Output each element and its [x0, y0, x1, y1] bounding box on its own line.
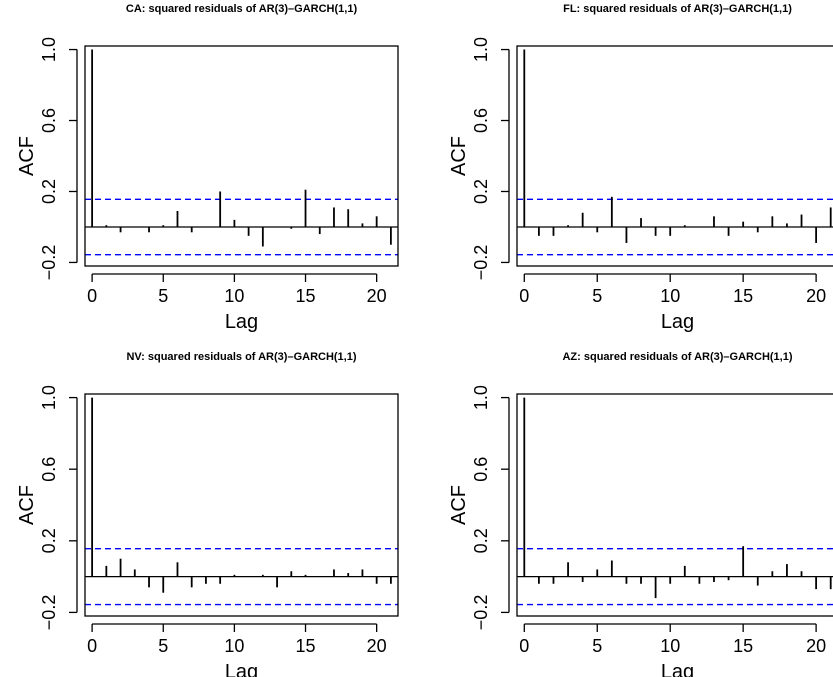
panel-title: CA: squared residuals of AR(3)–GARCH(1,1… [126, 3, 358, 15]
y-tick-label: 1.0 [39, 37, 59, 62]
x-tick-label: 0 [519, 286, 529, 306]
x-axis-label: Lag [225, 661, 258, 677]
plot-frame [84, 45, 399, 267]
x-tick-label: 5 [158, 636, 168, 656]
x-tick-label: 15 [733, 286, 753, 306]
x-tick-label: 20 [367, 286, 387, 306]
x-tick-label: 20 [806, 636, 826, 656]
x-axis-label: Lag [225, 311, 258, 333]
y-tick-label: 0.6 [471, 457, 491, 482]
x-tick-label: 0 [87, 636, 97, 656]
y-tick-label: 0.2 [39, 179, 59, 204]
x-tick-label: 20 [806, 286, 826, 306]
x-tick-label: 5 [592, 636, 602, 656]
acf-panel-nv: NV: squared residuals of AR(3)–GARCH(1,1… [16, 351, 399, 677]
y-axis-label: ACF [448, 485, 470, 525]
x-tick-label: 20 [367, 636, 387, 656]
y-tick-label: 1.0 [471, 37, 491, 62]
panel-title: AZ: squared residuals of AR(3)–GARCH(1,1… [562, 351, 792, 363]
x-tick-label: 10 [660, 286, 680, 306]
x-tick-label: 10 [660, 636, 680, 656]
acf-panel-az: AZ: squared residuals of AR(3)–GARCH(1,1… [448, 351, 833, 677]
y-tick-label: 0.6 [471, 108, 491, 133]
y-tick-label: −0.2 [471, 595, 491, 631]
x-axis-label: Lag [661, 661, 694, 677]
y-tick-label: 1.0 [471, 385, 491, 410]
y-tick-label: 1.0 [39, 385, 59, 410]
panel-title: FL: squared residuals of AR(3)–GARCH(1,1… [563, 3, 792, 15]
y-tick-label: −0.2 [39, 245, 59, 281]
acf-panel-ca: CA: squared residuals of AR(3)–GARCH(1,1… [16, 3, 399, 333]
y-tick-label: 0.2 [39, 528, 59, 553]
x-tick-label: 5 [158, 286, 168, 306]
x-tick-label: 0 [519, 636, 529, 656]
y-tick-label: −0.2 [39, 595, 59, 631]
acf-panel-fl: FL: squared residuals of AR(3)–GARCH(1,1… [448, 3, 833, 333]
x-tick-label: 15 [296, 636, 316, 656]
x-axis-label: Lag [661, 311, 694, 333]
y-tick-label: 0.6 [39, 108, 59, 133]
plot-frame [516, 393, 833, 617]
y-axis-label: ACF [16, 136, 38, 176]
y-axis-label: ACF [448, 136, 470, 176]
x-tick-label: 10 [224, 286, 244, 306]
x-tick-label: 15 [296, 286, 316, 306]
y-tick-label: −0.2 [471, 245, 491, 281]
x-tick-label: 10 [224, 636, 244, 656]
y-axis-label: ACF [16, 485, 38, 525]
y-tick-label: 0.2 [471, 179, 491, 204]
x-tick-label: 0 [87, 286, 97, 306]
y-tick-label: 0.6 [39, 457, 59, 482]
y-tick-label: 0.2 [471, 528, 491, 553]
plot-frame [84, 393, 399, 617]
x-tick-label: 15 [733, 636, 753, 656]
x-tick-label: 5 [592, 286, 602, 306]
panel-title: NV: squared residuals of AR(3)–GARCH(1,1… [126, 351, 356, 363]
plot-frame [516, 45, 833, 267]
